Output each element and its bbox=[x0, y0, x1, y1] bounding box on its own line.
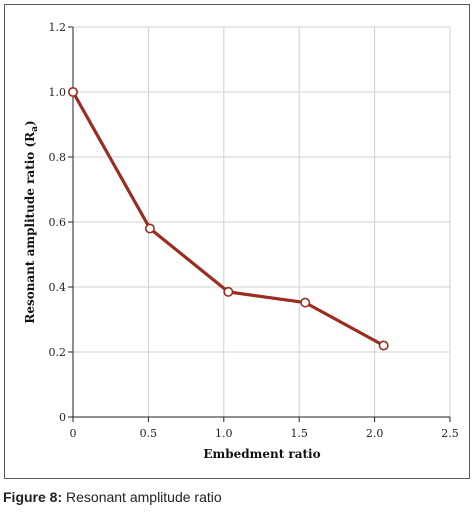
series-line bbox=[71, 90, 386, 348]
figure-frame bbox=[4, 4, 470, 479]
y-tick-label: 0.2 bbox=[49, 346, 67, 359]
x-tick-label: 0.5 bbox=[140, 427, 158, 440]
x-tick-label: 0 bbox=[70, 427, 77, 440]
series-group bbox=[68, 87, 389, 351]
line-chart: 0 0.2 0.4 0.6 0.8 1.0 1.2 0 0.5 1.0 1.5 2.0 2.5 Embe… bbox=[23, 21, 459, 461]
y-axis-label-end: ) bbox=[23, 120, 37, 126]
x-tick-label: 2.0 bbox=[366, 427, 384, 440]
data-point bbox=[223, 286, 234, 297]
y-tick-label: 0.4 bbox=[49, 281, 67, 294]
y-axis-label-main: Resonant amplitude ratio (R bbox=[23, 131, 37, 324]
y-tick-label: 1.2 bbox=[49, 21, 67, 34]
x-tick-label: 1.5 bbox=[290, 427, 308, 440]
grid-lines bbox=[73, 26, 451, 417]
figure-caption-text: Resonant amplitude ratio bbox=[62, 489, 222, 505]
y-axis-label: Resonant amplitude ratio (Ra) bbox=[23, 120, 40, 323]
y-tick-label: 0 bbox=[59, 411, 66, 424]
data-point bbox=[378, 340, 389, 351]
y-tick-label: 1.0 bbox=[49, 86, 67, 99]
x-tick-label: 1.0 bbox=[215, 427, 233, 440]
y-axis-label-sub: a bbox=[30, 126, 40, 132]
axes bbox=[68, 26, 451, 422]
figure-caption: Figure 8: Resonant amplitude ratio bbox=[3, 489, 222, 505]
y-tick-label: 0.6 bbox=[49, 216, 67, 229]
x-axis-label: Embedment ratio bbox=[203, 447, 320, 461]
tick-labels: 0 0.2 0.4 0.6 0.8 1.0 1.2 0 0.5 1.0 1.5 2.0 2.5 bbox=[49, 21, 459, 440]
y-tick-label: 0.8 bbox=[49, 151, 67, 164]
data-point bbox=[144, 223, 155, 234]
data-point bbox=[68, 87, 79, 98]
figure-caption-label: Figure 8: bbox=[3, 489, 63, 505]
data-point bbox=[300, 297, 311, 308]
x-tick-label: 2.5 bbox=[441, 427, 459, 440]
